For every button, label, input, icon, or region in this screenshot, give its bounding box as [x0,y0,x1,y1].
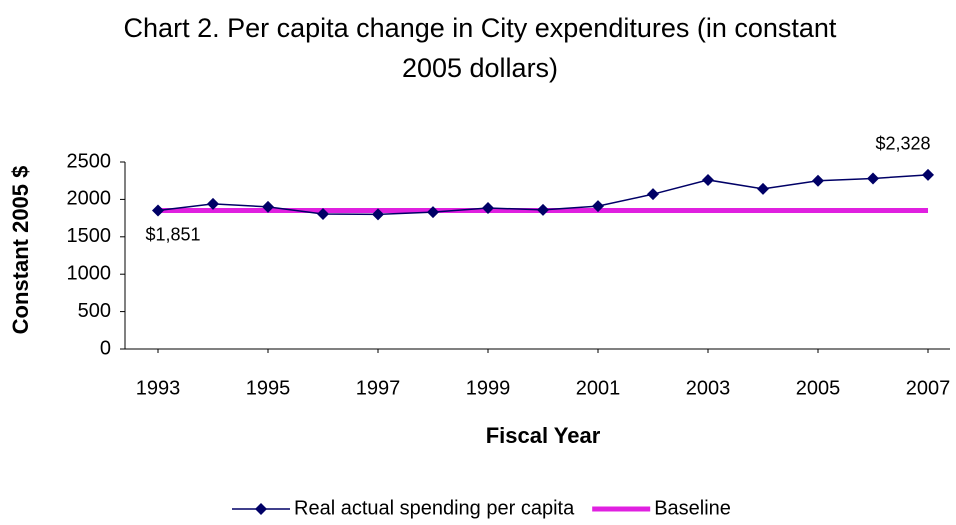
data-point [317,207,329,220]
data-point [812,174,824,187]
data-point [262,200,274,213]
y-tick-label: 0 [100,337,111,359]
legend-label: Baseline [654,497,731,519]
data-point [207,197,219,210]
y-tick-label: 500 [78,300,111,322]
x-tick-label: 2003 [686,377,731,399]
x-tick-label: 1995 [246,377,291,399]
y-tick-label: 1000 [67,262,112,284]
y-tick-label: 2000 [67,188,112,210]
legend-marker [255,503,267,515]
data-label: $2,328 [875,134,930,154]
x-tick-label: 2005 [796,377,841,399]
data-point [592,200,604,213]
y-tick-label: 1500 [67,225,112,247]
data-label: $1,851 [145,224,200,244]
data-point [482,202,494,215]
y-axis-title: Constant 2005 $ [8,166,33,335]
data-point [537,203,549,216]
x-tick-label: 2007 [906,377,951,399]
x-tick-label: 2001 [576,377,621,399]
data-point [757,182,769,195]
data-point [702,173,714,186]
data-point [922,168,934,181]
legend-label: Real actual spending per capita [294,497,575,519]
x-tick-label: 1997 [356,377,401,399]
x-tick-label: 1999 [466,377,511,399]
data-point [427,206,439,219]
data-point [152,204,164,217]
data-point [647,188,659,201]
chart-title: Chart 2. Per capita change in City expen… [123,13,837,83]
data-point [372,208,384,221]
y-tick-label: 2500 [67,150,112,172]
data-point [867,172,879,185]
x-axis-title: Fiscal Year [486,423,601,448]
x-tick-label: 1993 [136,377,181,399]
